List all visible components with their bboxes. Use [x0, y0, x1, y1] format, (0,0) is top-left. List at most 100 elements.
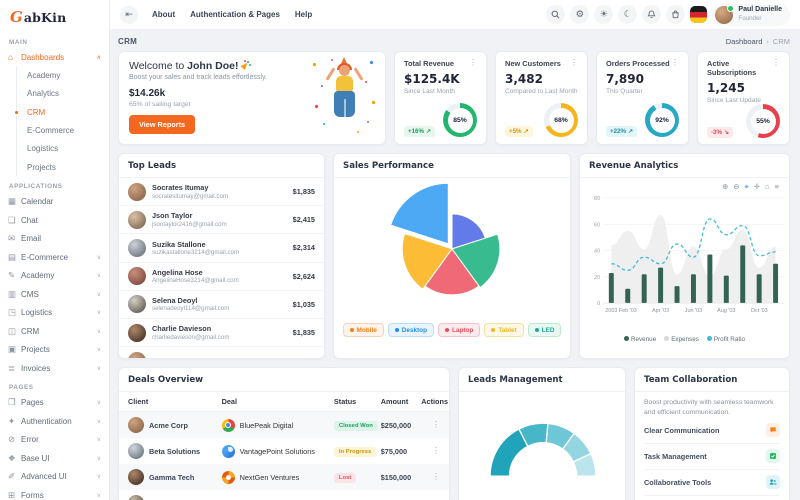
- sidebar-item-forms[interactable]: ⊞ Forms ∨: [8, 489, 101, 500]
- svg-text:2003: 2003: [605, 308, 617, 314]
- lead-list-item[interactable]: Suzika Stallone suzikastallone3214@gmail.…: [119, 234, 324, 263]
- zoom-in-icon[interactable]: ⊕: [721, 182, 729, 191]
- stat-title: Active Subscriptions: [707, 59, 757, 77]
- sidebar-item-advanced-ui[interactable]: ✐ Advanced UI ∨: [8, 471, 101, 482]
- panel-title: Team Collaboration: [644, 375, 738, 385]
- row-menu-icon[interactable]: ⋮: [431, 420, 440, 429]
- sidebar-item-authentication[interactable]: ✦ Authentication ∨: [8, 415, 101, 426]
- breadcrumb-dashboard[interactable]: Dashboard: [725, 37, 763, 46]
- team-item-communication[interactable]: Clear Communication: [644, 418, 780, 444]
- welcome-illustration: [311, 57, 377, 139]
- team-item-tools[interactable]: Collaborative Tools: [644, 470, 780, 496]
- sidebar-item-email[interactable]: ✉ Email: [8, 233, 42, 244]
- table-row-partial: [119, 490, 449, 500]
- sidebar-item-academy[interactable]: Academy: [27, 71, 61, 81]
- legend-pill-mobile[interactable]: Mobile: [342, 323, 384, 337]
- status-badge: Lost: [333, 472, 357, 483]
- settings-gear-icon[interactable]: ⚙: [570, 5, 590, 24]
- nav-auth-pages[interactable]: Authentication & Pages: [190, 10, 280, 19]
- table-row[interactable]: Gamma Tech NextGen Ventures Lost $150,00…: [119, 464, 449, 490]
- sidebar-item-dashboards[interactable]: ⌂ Dashboards ∧: [8, 52, 101, 63]
- table-row[interactable]: Acme Corp BluePeak Digital Closed Won $2…: [119, 412, 449, 438]
- sidebar-item-projects-app[interactable]: ▣ Projects ∨: [8, 344, 101, 355]
- legend-pill-desktop[interactable]: Desktop: [387, 323, 434, 337]
- row-menu-icon[interactable]: ⋮: [431, 472, 440, 481]
- card-menu-icon[interactable]: ⋮: [772, 58, 780, 67]
- card-menu-icon[interactable]: ⋮: [469, 58, 477, 67]
- card-menu-icon[interactable]: ⋮: [671, 58, 679, 67]
- light-mode-sun-icon[interactable]: ☀: [594, 5, 614, 24]
- sidebar-item-crm-app[interactable]: ◫ CRM ∨: [8, 325, 101, 336]
- sidebar-collapse-icon[interactable]: ⇤: [120, 5, 138, 24]
- svg-text:40: 40: [594, 249, 600, 255]
- sidebar-item-academy-app[interactable]: ✎ Academy ∨: [8, 270, 101, 281]
- avatar: [128, 238, 146, 257]
- language-flag-germany[interactable]: [690, 6, 708, 23]
- sidebar-item-analytics[interactable]: Analytics: [27, 89, 60, 99]
- notifications-bell-icon[interactable]: [642, 5, 662, 24]
- avatar: [128, 351, 146, 358]
- legend-pill-laptop[interactable]: Laptop: [438, 323, 481, 337]
- sidebar: G abKin MAIN ⌂ Dashboards ∧ Academy Anal…: [0, 0, 110, 500]
- sidebar-item-ecommerce-app[interactable]: ▤ E-Commerce ∨: [8, 251, 101, 262]
- svg-text:Apr '03: Apr '03: [652, 308, 669, 314]
- sidebar-item-base-ui[interactable]: ❖ Base UI ∨: [8, 452, 101, 463]
- trend-badge: +22% ↗: [606, 126, 638, 137]
- sidebar-item-logistics-app[interactable]: ◳ Logistics ∨: [8, 307, 101, 318]
- bottom-row: Deals Overview Client Deal Status Amount Act…: [118, 367, 790, 500]
- home-icon[interactable]: ⌂: [765, 182, 770, 191]
- lead-list-item[interactable]: Json Taylor jsontaylor2416@gmail.com $2,41…: [119, 206, 324, 235]
- cart-bag-icon[interactable]: [666, 5, 686, 24]
- trend-up-icon: ↗: [426, 128, 432, 135]
- sales-performance-chart: [389, 182, 501, 296]
- lead-list-item[interactable]: Socrates Itumay socratesitumay@gmail.com $…: [119, 178, 324, 207]
- legend-revenue[interactable]: Revenue: [623, 336, 656, 343]
- chevron-down-icon: ∨: [96, 455, 101, 462]
- row-menu-icon[interactable]: ⋮: [431, 446, 440, 455]
- stat-card-active-subscriptions: Active Subscriptions ⋮ 1,245 Since Last U…: [697, 51, 790, 145]
- sidebar-item-ecommerce[interactable]: E-Commerce: [27, 126, 75, 136]
- user-profile-menu[interactable]: Paul Danielle Founder: [712, 3, 790, 26]
- lead-list-item[interactable]: Selena Deoyl selenadeoyl114@gmail.com $1,0…: [119, 291, 324, 319]
- cart-icon: ▤: [8, 251, 17, 262]
- sidebar-item-chat[interactable]: ❏ Chat: [8, 214, 38, 225]
- sidebar-section-applications: APPLICATIONS: [9, 183, 63, 191]
- error-icon: ⊘: [8, 434, 16, 445]
- breadcrumb-separator: ›: [766, 37, 769, 46]
- avatar: [128, 443, 144, 459]
- sidebar-item-cms[interactable]: ▥ CMS ∨: [8, 288, 101, 299]
- sidebar-item-crm[interactable]: CRM: [15, 103, 109, 121]
- legend-pill-led[interactable]: LED: [527, 323, 562, 337]
- menu-icon[interactable]: ≡: [774, 182, 779, 191]
- lead-list-item[interactable]: Angelina Hose AngelinaHose3214@gmail.com $…: [119, 263, 324, 291]
- brand-logo[interactable]: G abKin: [0, 0, 109, 32]
- nav-about[interactable]: About: [152, 10, 176, 19]
- nav-help[interactable]: Help: [294, 10, 313, 19]
- sidebar-item-logistics[interactable]: Logistics: [27, 144, 59, 154]
- view-reports-button[interactable]: View Reports: [129, 115, 196, 134]
- zoom-out-icon[interactable]: ⊖: [733, 182, 740, 191]
- table-row[interactable]: Beta Solutions VantagePoint Solutions In…: [119, 438, 449, 464]
- user-role: Founder: [738, 15, 762, 23]
- dark-mode-moon-icon[interactable]: ☾: [618, 5, 638, 24]
- sidebar-item-error[interactable]: ⊘ Error ∨: [8, 434, 101, 445]
- team-item-tasks[interactable]: Task Management: [644, 444, 780, 470]
- pan-icon[interactable]: ✛: [753, 182, 761, 191]
- legend-profit-ratio[interactable]: Profit Ratio: [706, 336, 745, 343]
- search-icon[interactable]: [546, 5, 566, 24]
- chevron-down-icon: ∨: [96, 310, 101, 317]
- lock-icon: ✦: [8, 415, 16, 426]
- legend-pill-tablet[interactable]: Tablet: [484, 323, 524, 337]
- card-menu-icon[interactable]: ⋮: [570, 58, 578, 67]
- sidebar-item-pages[interactable]: ❐ Pages ∨: [8, 397, 101, 408]
- sidebar-item-projects[interactable]: Projects: [27, 162, 56, 172]
- selection-zoom-icon[interactable]: ⌖: [744, 182, 749, 191]
- lead-list-item[interactable]: Charlie Davieson charliedavieson@gmail.co…: [119, 319, 324, 348]
- svg-text:20: 20: [594, 275, 600, 281]
- legend-expenses[interactable]: Expenses: [664, 336, 699, 343]
- sidebar-item-calendar[interactable]: ▦ Calendar: [8, 196, 54, 207]
- pages-icon: ❐: [8, 397, 16, 408]
- chat-icon: ❏: [8, 214, 16, 225]
- sidebar-item-invoices[interactable]: ≣ Invoices ∨: [8, 362, 101, 373]
- svg-text:Feb '03: Feb '03: [619, 308, 637, 314]
